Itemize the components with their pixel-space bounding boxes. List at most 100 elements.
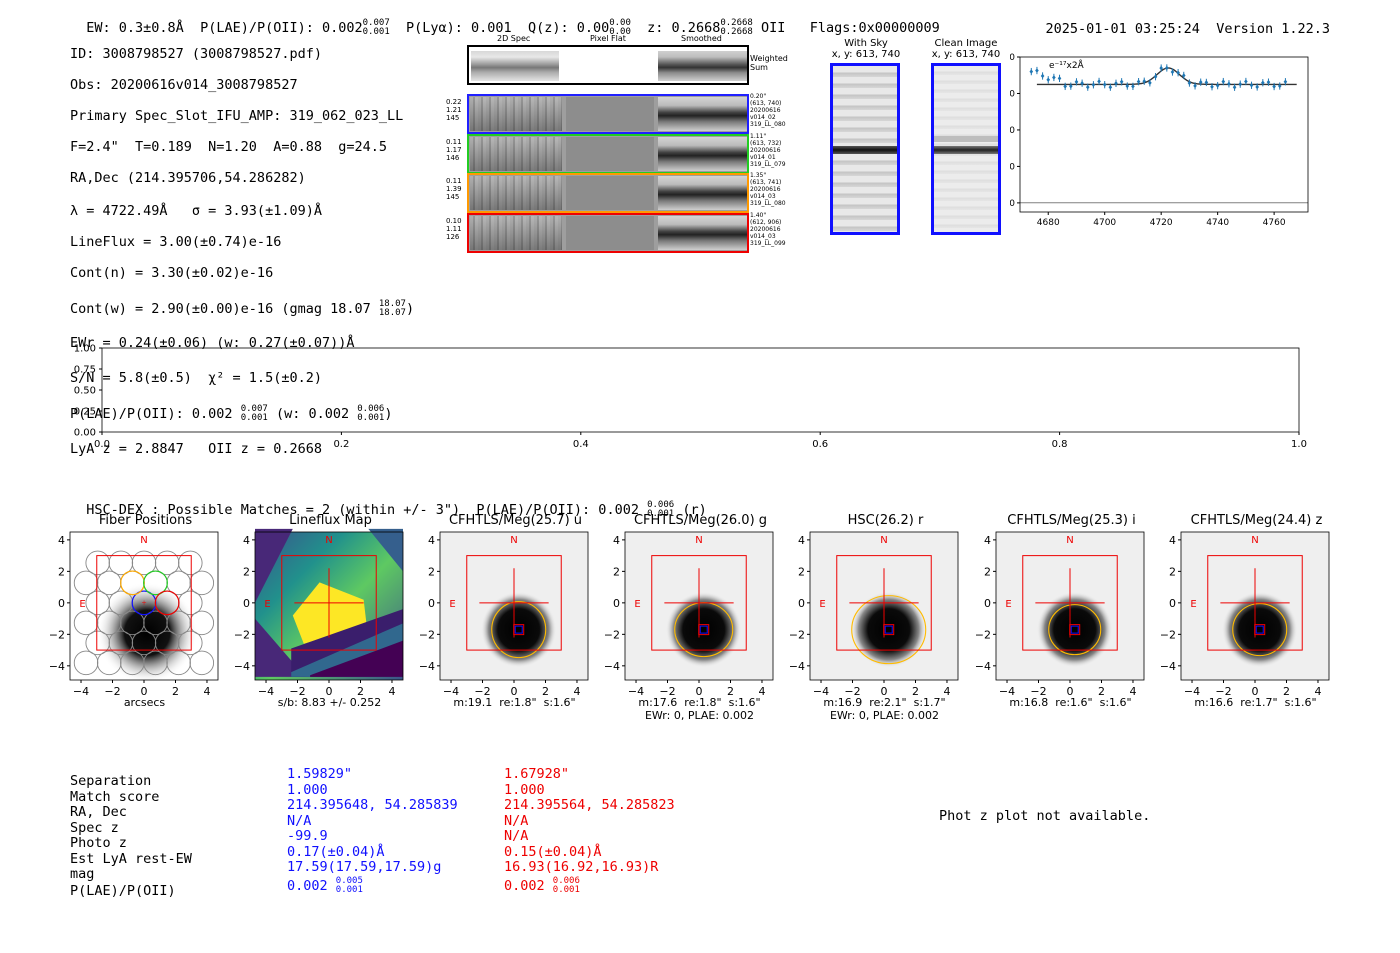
spectrum-point <box>1091 82 1096 88</box>
info-primary: Primary Spec_Slot_IFU_AMP: 319_062_023_L… <box>70 107 404 124</box>
match-value: 1.000 <box>504 781 545 798</box>
cutout-2dspec <box>470 136 562 171</box>
cutout-col-smoothed: Smoothed <box>681 34 722 43</box>
match-value: 1.000 <box>287 781 328 798</box>
spectrum-point <box>1119 79 1124 85</box>
source-blob <box>1036 591 1113 668</box>
cutout-pixelflat <box>566 215 654 250</box>
aperture-ellipse <box>1048 604 1102 656</box>
cutout-smoothed <box>658 215 747 250</box>
panel-xtick-label: −4 <box>258 685 274 698</box>
fiber-circle <box>108 550 134 576</box>
panel-xtick-label: −4 <box>443 685 459 698</box>
north-label: N <box>140 535 147 546</box>
empty-axes-xtick-label: 0.2 <box>333 439 349 450</box>
header-qz-range: 0.00 0.00 <box>609 18 631 37</box>
spectrum-point <box>1074 79 1079 85</box>
fiber-circle <box>154 630 180 656</box>
panel-ytick-label: 2 <box>984 565 991 578</box>
timestamp: 2025-01-01 03:25:24 <box>1045 21 1200 37</box>
panel-title: HSC(26.2) r <box>847 513 924 528</box>
search-box <box>96 555 192 651</box>
spectrum-point <box>1165 65 1169 71</box>
spectrum-point <box>1057 76 1062 81</box>
east-label: E <box>449 599 455 610</box>
spectrum-point <box>1204 80 1209 85</box>
empty-axes-xtick-label: 0.0 <box>94 439 110 450</box>
panel-4: N E 4 2 0 −2 −4 −4 −2 0 2 4 <box>605 531 774 698</box>
spectrum-point <box>1221 79 1226 84</box>
header-z: z: 0.2668 <box>647 20 721 36</box>
panel-xtick-label: −4 <box>813 685 829 698</box>
panel-xtick-label: −2 <box>1215 685 1231 698</box>
panel-xtick-label: −4 <box>1184 685 1200 698</box>
panel-ytick-label: −4 <box>790 660 805 673</box>
cutout-col-pixelflat: Pixel Flat <box>590 34 626 43</box>
panel-xtick-label: 4 <box>1314 685 1321 698</box>
search-box <box>1022 555 1118 651</box>
fiber-circle <box>108 630 134 656</box>
panel-xtick-label: 4 <box>203 685 210 698</box>
cutout-pixelflat <box>566 136 654 171</box>
info-id: ID: 3008798527 (3008798527.pdf) <box>70 45 322 62</box>
source-blob <box>665 591 742 668</box>
match-label: Est LyA rest-EW <box>70 850 192 867</box>
info-radec: RA,Dec (214.395706,54.286282) <box>70 169 306 186</box>
header-z-line: OII <box>760 20 786 36</box>
panel-ytick-label: −4 <box>1161 660 1176 673</box>
spectrum-point <box>1125 83 1130 89</box>
match-value: 1.59829" <box>287 766 353 782</box>
spectrum-point <box>1148 80 1152 86</box>
spectrum-point <box>1176 70 1180 75</box>
panel-ytick-label: 4 <box>428 534 435 547</box>
info-sn: S/N = 5.8(±0.5) χ² = 1.5(±0.2) <box>70 370 322 386</box>
north-label: N <box>880 535 887 546</box>
spectrum-point <box>1114 81 1118 86</box>
match-value: N/A <box>504 828 529 844</box>
empty-axes: 1.00 0.75 0.50 0.25 0.000.0 0.2 0.4 0.6 0.8 1.0 <box>74 344 1307 451</box>
match-value: 16.93(16.92,16.93)R <box>504 859 659 875</box>
info-contn: Cont(n) = 3.30(±0.02)e-16 <box>70 264 274 281</box>
match-1-values: 1.59829" 1.000 214.395648, 54.285839 N/A -99… <box>287 766 458 895</box>
match-value: 1.67928" <box>504 766 570 782</box>
match-label: P(LAE)/P(OII) <box>70 882 176 899</box>
with-sky-image <box>830 63 900 235</box>
header-plae-range: 0.007 0.001 <box>362 18 390 37</box>
fiber-circle <box>189 650 215 676</box>
fiber-circle <box>73 610 99 636</box>
panel-title: CFHTLS/Meg(25.7) u <box>448 513 583 528</box>
spectrum-point <box>1238 81 1243 87</box>
fiber-circle <box>85 590 110 616</box>
spectrum-ytick-label: 80 <box>1010 53 1015 63</box>
panel-xtick-label: 4 <box>388 685 395 698</box>
cutout-row-2 <box>467 133 749 174</box>
cutout-smoothed <box>658 176 747 210</box>
match-box-blue <box>1255 625 1264 634</box>
panel-xtick-label: −4 <box>73 685 89 698</box>
info-fiber: F=2.4" T=0.189 N=1.20 A=0.88 g=24.5 <box>70 138 387 155</box>
spectrum-point <box>1227 81 1231 87</box>
spectrum-point <box>1108 84 1113 90</box>
panel-xtick-label: 4 <box>1129 685 1136 698</box>
fiber-circle <box>96 650 122 676</box>
spectrum-point <box>1277 83 1282 89</box>
spectrum-point <box>1232 84 1237 90</box>
east-label: E <box>819 599 825 610</box>
fiber-circle <box>131 550 157 576</box>
match-label: Spec z <box>70 819 119 836</box>
match-value: N/A <box>504 812 529 829</box>
panel-caption: m:16.8 re:1.6" s:1.6" <box>1009 696 1132 709</box>
empty-axes-xtick-label: 0.6 <box>812 439 828 450</box>
spectrum-frame <box>1019 56 1309 213</box>
north-label: N <box>695 535 702 546</box>
panel-xtick-label: 4 <box>943 685 950 698</box>
panel-xtick-label: −2 <box>104 685 120 698</box>
spectrum-point <box>1159 65 1163 71</box>
panel-ytick-label: −2 <box>235 628 250 641</box>
cutout-pixelflat <box>566 97 654 131</box>
east-label: E <box>264 599 270 610</box>
north-label: N <box>510 535 517 546</box>
cutout-col-2dspec: 2D Spec <box>497 34 531 43</box>
panel-ytick-label: −4 <box>235 660 250 673</box>
panel-ytick-label: 4 <box>58 534 65 547</box>
